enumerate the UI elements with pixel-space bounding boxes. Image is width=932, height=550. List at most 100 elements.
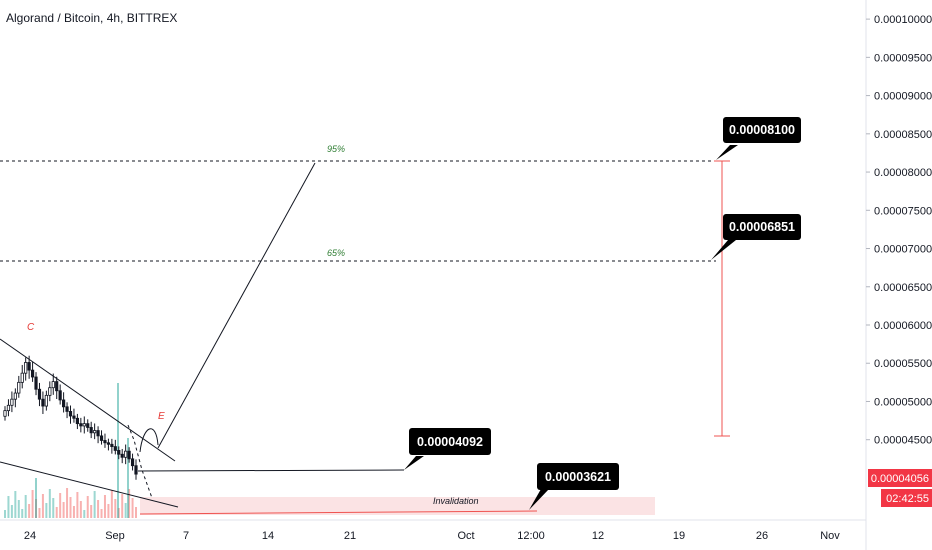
- volume-bar: [35, 478, 37, 518]
- wave-label-c: C: [27, 322, 35, 333]
- candle-body: [89, 427, 93, 434]
- volume-bar: [127, 438, 129, 518]
- callout-entry[interactable]: 0.00004092: [404, 428, 491, 470]
- candle-body: [120, 453, 124, 458]
- candle-body: [30, 369, 35, 378]
- candle-body: [124, 450, 128, 458]
- time-tick-label: 14: [262, 530, 274, 542]
- volume-bar: [135, 507, 137, 518]
- fib-95-label: 95%: [327, 144, 345, 154]
- volume-bar: [66, 488, 69, 518]
- volume-bar: [121, 494, 124, 518]
- volume-bar: [69, 497, 72, 518]
- callout-stop[interactable]: 0.00003621: [529, 463, 619, 510]
- callout-box: [409, 428, 491, 455]
- invalidation-zone[interactable]: [140, 497, 655, 515]
- candle-body: [86, 423, 90, 428]
- candle-body: [13, 392, 17, 400]
- candle-body: [134, 465, 138, 475]
- callout-pointer: [711, 240, 736, 260]
- candle-body: [20, 372, 24, 383]
- callout-pointer: [529, 489, 549, 510]
- volume-bar: [107, 504, 110, 518]
- candle-body: [65, 406, 69, 412]
- volume-bar: [10, 505, 13, 518]
- volume-bar: [52, 498, 55, 518]
- current-price-text: 0.00004056: [871, 473, 929, 485]
- chart-title: Algorand / Bitcoin, 4h, BITTREX: [6, 11, 178, 25]
- callout-target-mid[interactable]: 0.00006851: [711, 214, 801, 260]
- volume-bar: [45, 503, 48, 518]
- entry-line[interactable]: [137, 469, 405, 472]
- volume-bar: [28, 504, 31, 518]
- callout-target-mid-text: 0.00006851: [729, 220, 795, 234]
- volume-bar: [48, 489, 51, 518]
- callout-target-high[interactable]: 0.00008100: [716, 117, 801, 160]
- candle-body: [58, 390, 62, 401]
- candle-body: [110, 443, 114, 447]
- volume-bar: [103, 495, 106, 518]
- candle-body: [130, 458, 135, 467]
- volume-bar: [21, 509, 24, 518]
- callout-target-high-text: 0.00008100: [729, 123, 795, 137]
- callout-pointer: [716, 145, 738, 160]
- callout-entry-text: 0.00004092: [417, 435, 483, 449]
- time-tick-label: 26: [756, 530, 768, 542]
- price-tick-label: 0.00009000: [874, 91, 932, 103]
- invalidation-label: Invalidation: [433, 496, 479, 506]
- price-tick-label: 0.00009500: [874, 52, 932, 64]
- countdown-text: 02:42:55: [886, 493, 929, 505]
- price-tick-label: 0.00008500: [874, 129, 932, 141]
- candle-body: [6, 404, 11, 412]
- volume-bar: [83, 510, 86, 518]
- wave-label-e: E: [158, 411, 165, 422]
- candle-body: [106, 442, 111, 445]
- current-price-badge: 0.00004056 02:42:55: [868, 469, 932, 507]
- time-tick-label: 7: [183, 530, 189, 542]
- candle-body: [96, 430, 100, 437]
- price-tick-label: 0.00010000: [874, 14, 932, 26]
- wedge-upper-line[interactable]: [0, 338, 176, 462]
- price-tick-label: 0.00005000: [874, 396, 932, 408]
- candle-body: [3, 410, 7, 417]
- time-tick-label: Nov: [820, 530, 840, 542]
- volume-bar: [97, 500, 100, 518]
- wedge-lower-line[interactable]: [0, 461, 179, 508]
- wave-e-arc: [139, 428, 159, 453]
- candle-body: [62, 399, 66, 408]
- volume-bar: [38, 508, 41, 518]
- candle-body: [27, 362, 31, 371]
- volume-bar: [14, 491, 17, 518]
- time-tick-label: 12: [592, 530, 604, 542]
- candle-body: [72, 415, 76, 419]
- candle-body: [79, 423, 83, 427]
- price-axis[interactable]: 0.00010000 0.00009500 0.00009000 0.00008500…: [866, 14, 932, 447]
- projection-arrow[interactable]: [157, 162, 316, 449]
- volume-bar: [41, 494, 44, 518]
- time-tick-label: 24: [24, 530, 36, 542]
- volume-bar: [4, 510, 6, 518]
- volume-bar: [72, 506, 75, 518]
- time-tick-label: Oct: [457, 530, 474, 542]
- countdown-box: [881, 489, 932, 507]
- callout-box: [537, 463, 619, 490]
- candle-body: [41, 398, 45, 407]
- candle-body: [37, 388, 42, 400]
- volume-bar: [24, 495, 27, 518]
- volume-bar: [86, 496, 89, 518]
- price-tick-label: 0.00007000: [874, 244, 932, 256]
- candles: [3, 355, 138, 480]
- price-tick-label: 0.00007500: [874, 205, 932, 217]
- volume-bar: [62, 502, 65, 518]
- candle-body: [51, 381, 55, 389]
- wave-projection: [127, 424, 153, 499]
- volume-bar: [131, 498, 134, 518]
- volume-bar: [76, 492, 79, 518]
- callout-stop-text: 0.00003621: [545, 470, 611, 484]
- volume-bar: [100, 509, 103, 518]
- time-axis[interactable]: 24 Sep 7 14 21 Oct 12:00 12 19 26 Nov: [24, 530, 840, 542]
- fib-65-label: 65%: [327, 248, 345, 258]
- volume-bar: [114, 499, 117, 518]
- candle-body: [48, 387, 52, 396]
